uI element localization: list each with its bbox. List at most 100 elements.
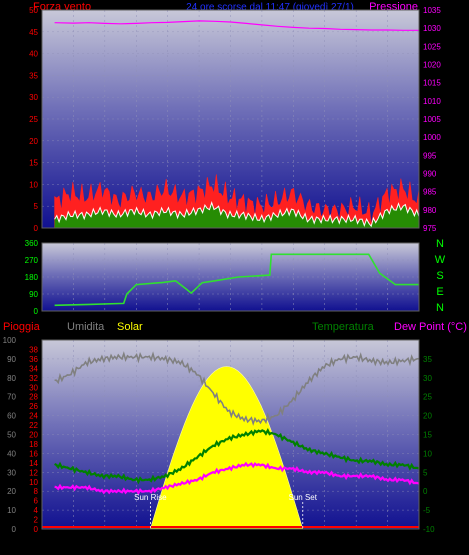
rain-y-tick: 12 (29, 468, 38, 477)
pressure-y-tick: 980 (423, 206, 437, 215)
temperature-y-tick: -5 (423, 506, 431, 515)
direction-y-tick: 270 (25, 256, 39, 265)
pressure-y-tick: 975 (423, 224, 437, 233)
pressure-y-tick: 1025 (423, 42, 441, 51)
rain-y-tick: 36 (29, 355, 38, 364)
wind-area (54, 202, 420, 228)
wind-y-tick: 45 (29, 28, 38, 37)
rain-y-tick: 32 (29, 374, 38, 383)
compass-label: N (436, 238, 444, 250)
x-tick-label: 16 (288, 231, 298, 241)
pressure-y-tick: 1020 (423, 61, 441, 70)
humidity-y-tick: 60 (7, 412, 16, 421)
pressure-y-tick: 1010 (423, 97, 441, 106)
humidity-y-tick: 70 (7, 393, 16, 402)
x-tick-label: 10 (194, 231, 204, 241)
compass-label: N (436, 302, 444, 314)
pressure-y-tick: 1030 (423, 24, 441, 33)
legend-solar: Solar (117, 321, 143, 333)
legend-rain: Pioggia (3, 321, 41, 333)
x-tick-label: 22 (383, 231, 393, 241)
wind-y-tick: 50 (29, 6, 38, 15)
solar-area (150, 366, 304, 530)
humidity-y-tick: 80 (7, 374, 16, 383)
x-tick-label: 06 (131, 231, 141, 241)
sun-bbc-label: Sun BBc (146, 538, 177, 547)
direction-line (54, 253, 419, 307)
humidity-y-tick: 0 (12, 525, 17, 534)
x-tick-label: 10 (194, 537, 204, 547)
humidity-y-tick: 30 (7, 468, 16, 477)
rain-y-tick: 0 (34, 525, 39, 534)
legend-dewpoint: Dew Point (°C) (394, 321, 467, 333)
wind-y-tick: 0 (34, 224, 39, 233)
x-tick-label: 08 (163, 231, 173, 241)
legend-temperature: Temperatura (312, 321, 375, 333)
humidity-line (54, 351, 420, 426)
wind-y-tick: 10 (29, 180, 38, 189)
compass-label: S (436, 270, 443, 282)
pressure-y-tick: 985 (423, 188, 437, 197)
x-tick-label: 04 (100, 231, 110, 241)
x-tick-label: 14 (257, 537, 267, 547)
temperature-y-tick: 35 (423, 355, 432, 364)
rain-y-tick: 8 (34, 487, 39, 496)
rain-y-tick: 38 (29, 345, 38, 354)
x-tick-label: 14 (257, 231, 267, 241)
x-tick-label: 12 (225, 537, 235, 547)
temperature-panel-border (41, 339, 420, 530)
rain-y-tick: 22 (29, 421, 38, 430)
x-tick-label: 02 (68, 231, 78, 241)
compass-label: W (435, 254, 446, 266)
rain-y-tick: 6 (34, 497, 39, 506)
humidity-y-tick: 90 (7, 355, 16, 364)
pressure-y-tick: 1035 (423, 6, 441, 15)
rain-y-tick: 4 (34, 506, 39, 515)
pressure-y-tick: 1015 (423, 79, 441, 88)
rain-y-tick: 18 (29, 440, 38, 449)
rain-y-tick: 14 (29, 459, 38, 468)
rain-y-tick: 2 (34, 516, 39, 525)
humidity-y-tick: 100 (3, 336, 17, 345)
temperature-y-tick: 5 (423, 468, 428, 477)
pressure-y-tick: 995 (423, 151, 437, 160)
x-tick-label: 18 (320, 537, 330, 547)
rain-y-tick: 24 (29, 412, 38, 421)
wind-y-tick: 35 (29, 71, 38, 80)
pressure-y-tick: 1005 (423, 115, 441, 124)
rain-y-tick: 34 (29, 364, 38, 373)
humidity-y-tick: 50 (7, 431, 16, 440)
temperature-y-tick: -10 (423, 525, 435, 534)
rain-y-tick: 30 (29, 383, 38, 392)
humidity-y-tick: 40 (7, 449, 16, 458)
rain-y-tick: 28 (29, 393, 38, 402)
x-tick-label: 12 (225, 231, 235, 241)
wind-y-tick: 40 (29, 50, 38, 59)
temperature-y-tick: 20 (423, 412, 432, 421)
x-tick-label: 16 (288, 537, 298, 547)
pressure-line (54, 20, 419, 31)
direction-y-tick: 90 (29, 290, 38, 299)
x-tick-label: 00 (414, 231, 424, 241)
direction-y-tick: 0 (34, 307, 39, 316)
dewpoint-line (54, 461, 420, 496)
temperature-y-tick: 0 (423, 487, 428, 496)
direction-y-tick: 360 (25, 239, 39, 248)
avg-wind-line (54, 200, 420, 228)
chart-title: 24 ore scorse dal 11:47 (giovedì 27/1) (186, 2, 354, 13)
x-tick-label: 04 (100, 537, 110, 547)
rain-y-tick: 10 (29, 478, 38, 487)
x-tick-label: 06 (131, 537, 141, 547)
x-tick-label: 02 (68, 537, 78, 547)
rain-y-tick: 20 (29, 431, 38, 440)
x-tick-label: 22 (383, 537, 393, 547)
temperature-y-tick: 30 (423, 374, 432, 383)
direction-y-tick: 180 (25, 273, 39, 282)
humidity-y-tick: 20 (7, 487, 16, 496)
rain-y-tick: 26 (29, 402, 38, 411)
legend-humidity: Umidita (67, 321, 105, 333)
temperature-y-tick: 15 (423, 431, 432, 440)
